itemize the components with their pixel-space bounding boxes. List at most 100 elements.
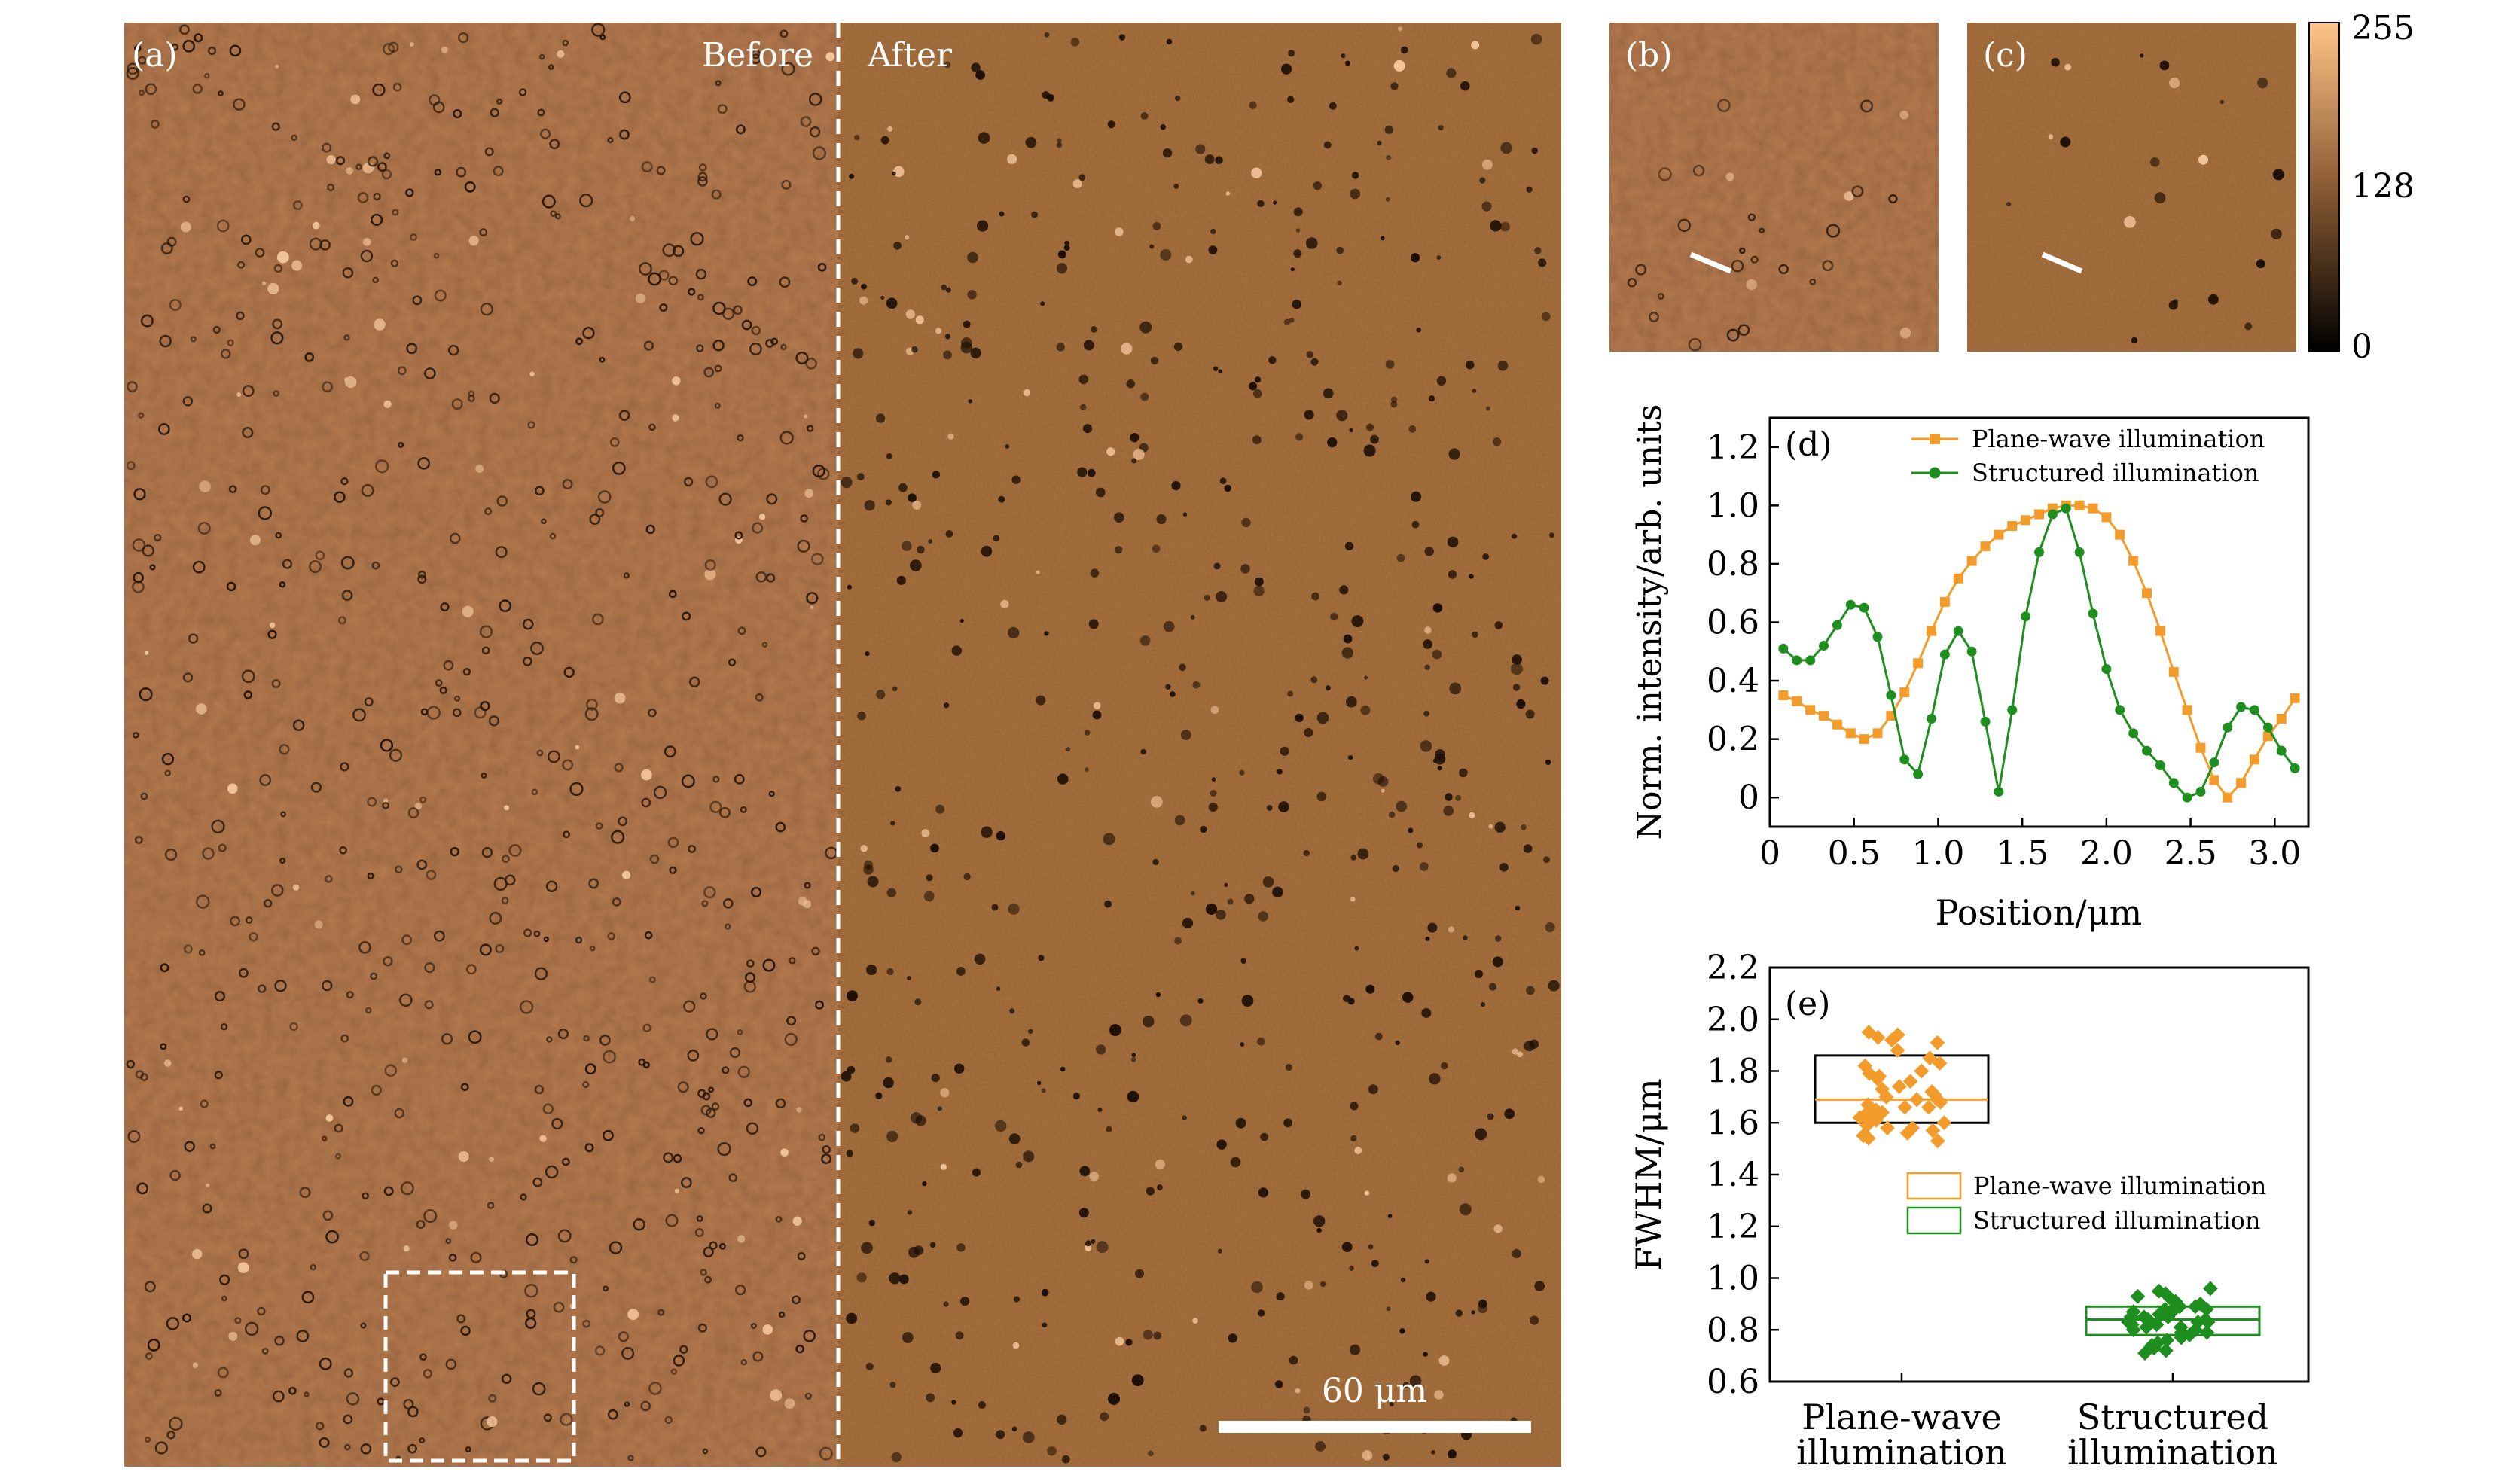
panel-a-particles <box>126 23 1560 1464</box>
particle <box>557 1229 572 1243</box>
particle <box>1100 1412 1109 1422</box>
particle <box>1316 1227 1322 1233</box>
particle <box>674 1188 679 1193</box>
particle <box>664 1416 673 1425</box>
particle <box>240 234 252 245</box>
particle <box>1304 1281 1313 1290</box>
particle <box>452 708 462 718</box>
particle <box>1374 1032 1383 1041</box>
particle <box>1293 207 1303 217</box>
particle <box>679 1345 688 1354</box>
panel-e-ticks: 0.6 0.8 1.0 1.2 1.4 1.6 1.8 2.0 2.2 <box>1707 949 2174 1401</box>
particle <box>465 964 477 975</box>
particle <box>859 296 868 305</box>
data-point <box>1852 1110 1868 1126</box>
data-point <box>2007 705 2018 715</box>
particle <box>1350 188 1361 200</box>
particle <box>562 759 574 771</box>
particle <box>372 276 380 284</box>
particle <box>1118 34 1126 41</box>
particle <box>417 570 426 579</box>
particle <box>945 287 951 293</box>
panel-a-after-image <box>838 23 1561 1467</box>
particle <box>342 267 354 279</box>
particle <box>1097 1107 1103 1112</box>
particle <box>849 173 855 179</box>
particle <box>217 90 224 97</box>
particle <box>1435 749 1445 760</box>
particle <box>868 1219 876 1227</box>
particle <box>1354 1147 1362 1154</box>
legend-e-plane-wave-label: Plane-wave illumination <box>1973 1172 2266 1200</box>
particle <box>1306 237 1318 249</box>
particle <box>1253 389 1262 398</box>
particle <box>493 876 508 891</box>
particle <box>1084 730 1091 736</box>
particle <box>272 1390 285 1403</box>
particle <box>182 195 191 203</box>
particle <box>569 1256 578 1264</box>
particle <box>887 126 893 132</box>
particle <box>310 782 322 793</box>
particle <box>1087 468 1096 477</box>
particle <box>1448 1449 1457 1459</box>
particle <box>667 837 679 849</box>
particle <box>1463 935 1468 940</box>
particle <box>1329 102 1337 110</box>
data-point <box>2182 705 2192 715</box>
particle <box>766 493 778 505</box>
y-tick-label: 1.0 <box>1707 486 1759 525</box>
particle <box>619 129 630 140</box>
particle <box>945 530 953 538</box>
particle <box>1135 1269 1144 1278</box>
particle <box>549 139 560 150</box>
particle <box>712 301 726 315</box>
particle <box>1390 401 1398 408</box>
particle <box>371 561 380 570</box>
particle <box>1393 59 1405 72</box>
panel-c-particles <box>2006 53 2284 344</box>
particle <box>164 1059 172 1067</box>
particle <box>1364 675 1368 680</box>
particle <box>401 934 413 946</box>
data-point <box>2137 1345 2152 1361</box>
particle <box>460 1325 471 1336</box>
data-point <box>2182 792 2192 803</box>
particle <box>804 489 814 498</box>
particle <box>1530 33 1542 45</box>
y-tick-label: 0 <box>1738 779 1759 817</box>
particle <box>182 672 194 683</box>
particle <box>200 1099 209 1108</box>
particle <box>715 80 722 87</box>
particle <box>453 695 461 702</box>
colorbar-tick-mid: 128 <box>2351 167 2415 206</box>
particle <box>1480 1002 1486 1007</box>
particle <box>126 1059 136 1069</box>
x-tick-label: 3.0 <box>2248 834 2301 873</box>
particle <box>194 33 203 43</box>
particle <box>1530 1315 1539 1325</box>
particle <box>1488 824 1493 829</box>
particle <box>501 897 509 905</box>
particle <box>447 344 459 356</box>
particle <box>697 294 704 301</box>
y-tick-label: 0.8 <box>1707 545 1759 584</box>
particle <box>681 774 695 788</box>
particle <box>362 1192 370 1200</box>
particle <box>687 1049 700 1062</box>
particle <box>588 878 599 889</box>
particle <box>214 1388 222 1397</box>
particle <box>504 805 510 811</box>
particle <box>1434 1390 1444 1400</box>
particle <box>2173 299 2179 305</box>
particle <box>542 194 556 209</box>
particle <box>1304 728 1313 737</box>
particle <box>688 288 696 296</box>
particle <box>325 1114 334 1122</box>
particle <box>722 1066 730 1074</box>
particle <box>1083 340 1094 351</box>
particle <box>1224 882 1228 888</box>
particle <box>275 64 279 69</box>
particle <box>752 522 764 534</box>
particle <box>892 171 896 176</box>
